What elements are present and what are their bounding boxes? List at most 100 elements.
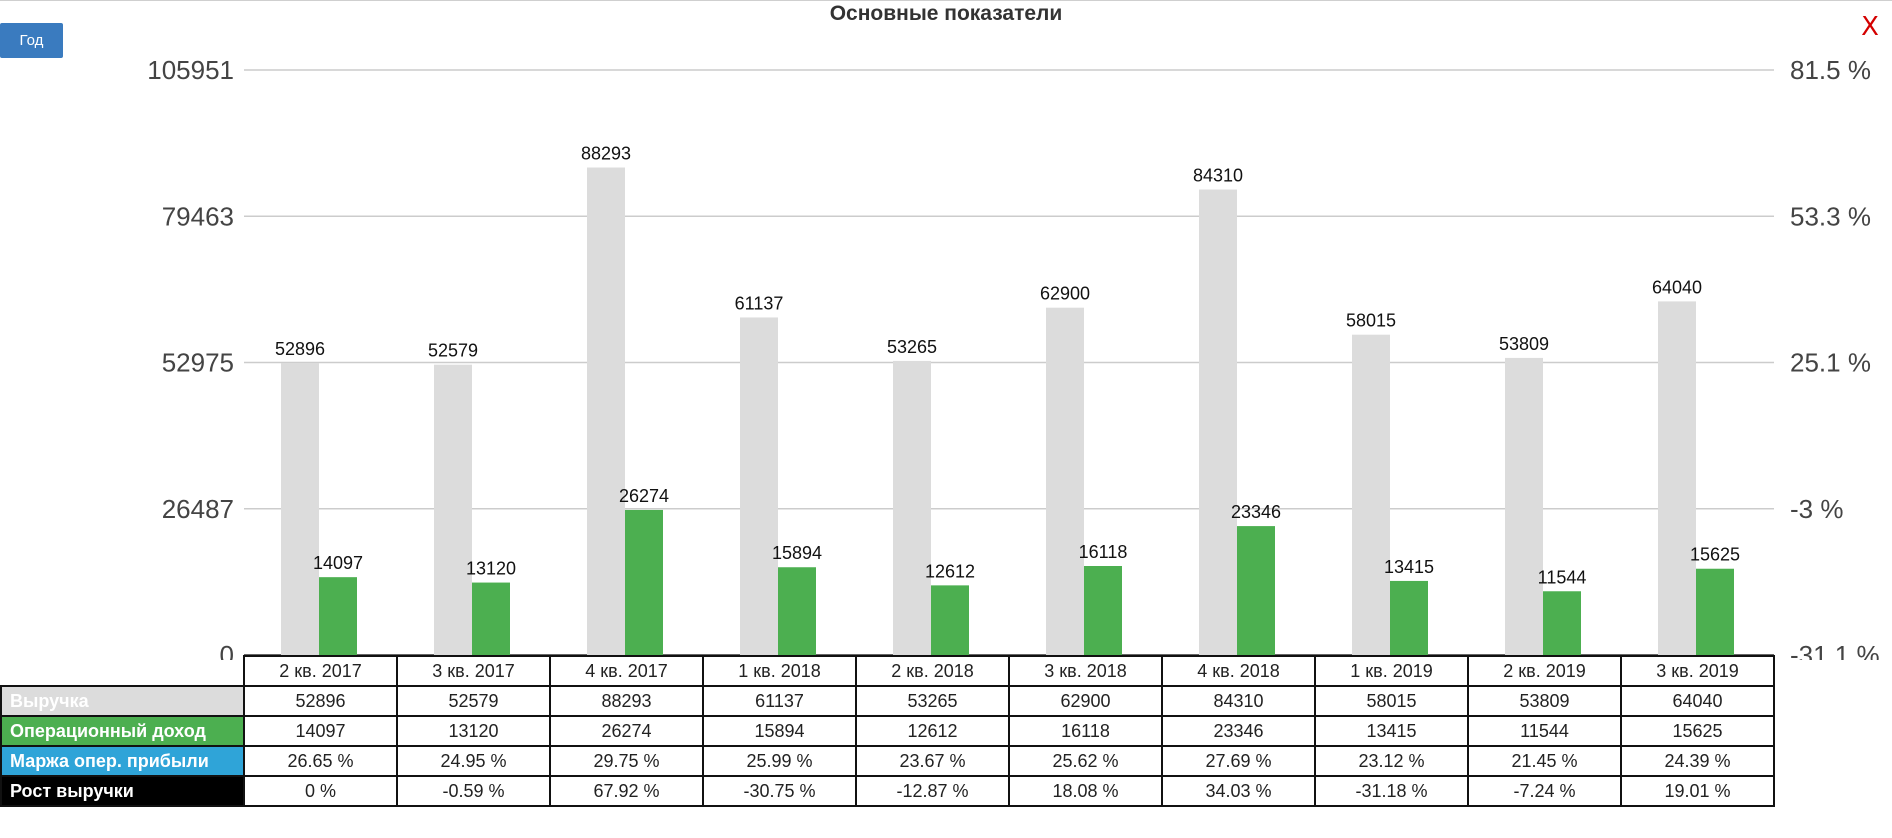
table-cell: 16118	[1008, 715, 1163, 747]
table-cell: 53809	[1467, 685, 1622, 717]
operating-income-bar	[778, 567, 816, 655]
operating-income-bar	[1237, 526, 1275, 655]
y2-tick-label: 53.3 %	[1790, 201, 1871, 231]
revenue-bar-label: 58015	[1346, 311, 1396, 331]
operating-income-bar	[472, 582, 510, 655]
y2-tick-label: -3 %	[1790, 494, 1843, 524]
operating-income-bar	[625, 509, 663, 655]
revenue-bar	[434, 364, 472, 655]
row-label: Выручка	[0, 685, 245, 717]
revenue-bar-label: 84310	[1193, 165, 1243, 185]
operating-income-bar-label: 23346	[1231, 502, 1281, 522]
operating-income-bar	[931, 585, 969, 655]
revenue-bar	[1046, 307, 1084, 655]
revenue-bar-label: 53265	[887, 337, 937, 357]
category-label: 2 кв. 2017	[243, 655, 398, 687]
table-cell: -7.24 %	[1467, 775, 1622, 807]
table-row: Рост выручки 0 % -0.59 % 67.92 % -30.75 % -12…	[0, 775, 1775, 807]
table-cell: 52579	[396, 685, 551, 717]
table-cell: 21.45 %	[1467, 745, 1622, 777]
table-cell: 15625	[1620, 715, 1775, 747]
operating-income-bar-label: 16118	[1079, 542, 1128, 562]
table-cell: 18.08 %	[1008, 775, 1163, 807]
table-cell: 58015	[1314, 685, 1469, 717]
bar-chart: 0 -31.1 % 26487 -3 % 52975 25.1 % 79463 53.3 % 1…	[147, 55, 1880, 660]
revenue-bar-label: 88293	[581, 143, 631, 163]
table-corner	[1, 656, 244, 686]
category-label: 2 кв. 2019	[1467, 655, 1622, 687]
revenue-bar	[1199, 189, 1237, 655]
revenue-bar-label: 61137	[735, 293, 784, 313]
revenue-bar	[281, 362, 319, 655]
category-label: 3 кв. 2018	[1008, 655, 1163, 687]
revenue-bar	[1505, 357, 1543, 655]
y2-tick-label: 81.5 %	[1790, 55, 1871, 85]
table-cell: 29.75 %	[549, 745, 704, 777]
table-cell: 25.99 %	[702, 745, 857, 777]
category-label: 2 кв. 2018	[855, 655, 1010, 687]
y2-tick-label: -31.1 %	[1790, 640, 1880, 660]
table-cell: 23.12 %	[1314, 745, 1469, 777]
table-row: Маржа опер. прибыли 26.65 % 24.95 % 29.75 %…	[0, 745, 1775, 777]
table-cell: 12612	[855, 715, 1010, 747]
table-cell: 67.92 %	[549, 775, 704, 807]
operating-income-bar	[319, 577, 357, 655]
table-cell: 15894	[702, 715, 857, 747]
operating-income-bar-label: 13415	[1384, 557, 1434, 577]
category-label: 4 кв. 2018	[1161, 655, 1316, 687]
table-cell: 34.03 %	[1161, 775, 1316, 807]
table-cell: 24.95 %	[396, 745, 551, 777]
y-tick-label: 52975	[162, 348, 234, 378]
table-cell: 0 %	[243, 775, 398, 807]
table-cell: 61137	[702, 685, 857, 717]
revenue-bar-label: 62900	[1040, 284, 1090, 304]
year-period-button[interactable]: Год	[0, 23, 63, 58]
y-tick-label: 0	[220, 640, 234, 660]
revenue-bar	[1352, 334, 1390, 655]
table-cell: -0.59 %	[396, 775, 551, 807]
y-tick-label: 26487	[162, 494, 234, 524]
table-cell: 25.62 %	[1008, 745, 1163, 777]
table-cell: 24.39 %	[1620, 745, 1775, 777]
category-label: 1 кв. 2018	[702, 655, 857, 687]
revenue-bar-label: 52579	[428, 341, 478, 361]
table-cell: 53265	[855, 685, 1010, 717]
operating-income-bar	[1084, 566, 1122, 655]
table-cell: 13415	[1314, 715, 1469, 747]
row-label: Маржа опер. прибыли	[0, 745, 245, 777]
chart-title: Основные показатели	[829, 2, 1063, 25]
y-tick-label: 105951	[147, 55, 234, 85]
category-label: 4 кв. 2017	[549, 655, 704, 687]
operating-income-bar-label: 14097	[313, 553, 363, 573]
revenue-bar	[893, 360, 931, 655]
operating-income-bar-label: 11544	[1538, 567, 1587, 587]
table-cell: 26274	[549, 715, 704, 747]
table-cell: -30.75 %	[702, 775, 857, 807]
y2-tick-label: 25.1 %	[1790, 348, 1871, 378]
table-cell: 23.67 %	[855, 745, 1010, 777]
operating-income-bar	[1390, 580, 1428, 655]
row-label: Рост выручки	[0, 775, 245, 807]
table-cell: 26.65 %	[243, 745, 398, 777]
top-rule	[0, 0, 1892, 1]
table-cell: 64040	[1620, 685, 1775, 717]
table-row: Операционный доход 14097 13120 26274 15894 12…	[0, 715, 1775, 747]
operating-income-bar-label: 15894	[772, 543, 822, 563]
operating-income-bar-label: 26274	[619, 486, 669, 506]
table-cell: 52896	[243, 685, 398, 717]
table-cell: 23346	[1161, 715, 1316, 747]
category-label: 1 кв. 2019	[1314, 655, 1469, 687]
row-label: Операционный доход	[0, 715, 245, 747]
table-header-row: 2 кв. 2017 3 кв. 2017 4 кв. 2017 1 кв. 2018…	[1, 655, 1775, 687]
table-cell: -31.18 %	[1314, 775, 1469, 807]
operating-income-bar-label: 13120	[466, 559, 516, 579]
table-cell: 13120	[396, 715, 551, 747]
operating-income-bar-label: 12612	[925, 561, 975, 581]
revenue-bar	[1658, 301, 1696, 655]
table-row: Выручка 52896 52579 88293 61137 53265 62900 843…	[0, 685, 1775, 717]
category-label: 3 кв. 2019	[1620, 655, 1775, 687]
category-label: 3 кв. 2017	[396, 655, 551, 687]
table-cell: 14097	[243, 715, 398, 747]
operating-income-bar-label: 15625	[1690, 545, 1740, 565]
close-icon[interactable]: X	[1861, 12, 1879, 42]
